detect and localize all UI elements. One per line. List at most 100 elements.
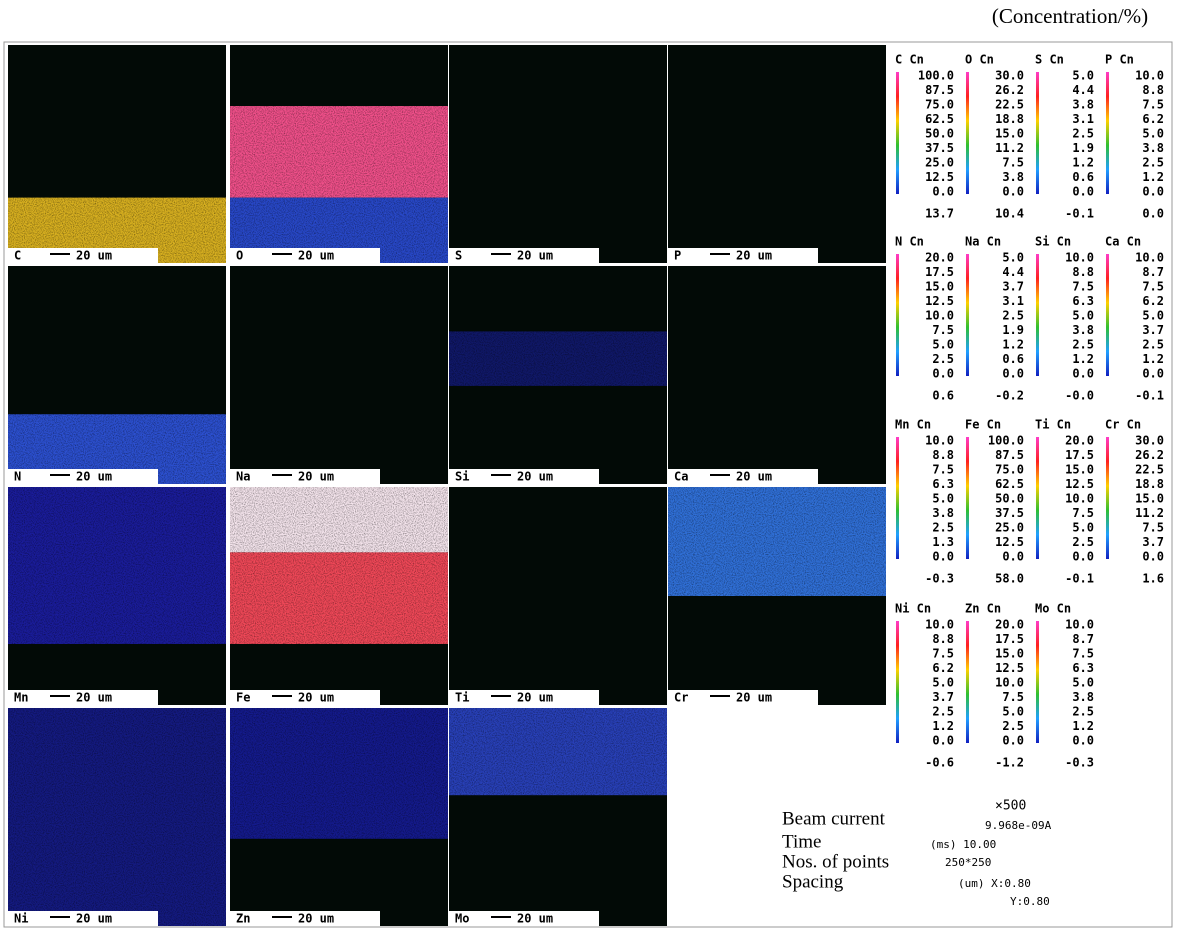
scale-tick: 0.0 xyxy=(1072,185,1094,199)
scale-header: C Cn xyxy=(895,53,924,67)
element-label: Si xyxy=(455,470,469,484)
scale-tick: 10.0 xyxy=(925,309,954,323)
scale-tick: 3.7 xyxy=(1142,535,1164,549)
scale-tick: 0.0 xyxy=(932,367,954,381)
color-bar xyxy=(966,437,969,559)
scale-tick: 4.4 xyxy=(1072,83,1094,97)
scale-average: 10.4 xyxy=(995,207,1024,221)
scale-tick: 10.0 xyxy=(1135,251,1164,265)
color-scale: Cr Cn 30.026.222.518.815.011.27.53.70.0 1.… xyxy=(1105,418,1164,586)
color-bar xyxy=(896,254,899,376)
element-label: C xyxy=(14,249,21,263)
scale-tick: 7.5 xyxy=(1142,280,1164,294)
scale-tick: 7.5 xyxy=(1002,690,1024,704)
scale-tick: 25.0 xyxy=(925,156,954,170)
scale-tick: 10.0 xyxy=(1065,492,1094,506)
scale-tick: 3.8 xyxy=(1072,690,1094,704)
scale-tick: 50.0 xyxy=(995,492,1024,506)
map-texture xyxy=(230,106,448,198)
scale-tick: 15.0 xyxy=(995,647,1024,661)
info-value: (um) X:0.80 xyxy=(958,877,1031,890)
scale-average: 58.0 xyxy=(995,572,1024,586)
color-scale: Na Cn5.04.43.73.12.51.91.20.60.0 -0.2 xyxy=(965,235,1024,403)
scale-label: 20 um xyxy=(517,691,553,705)
scale-tick: 11.2 xyxy=(1135,506,1164,520)
element-map: Mo 20 um xyxy=(449,708,667,926)
scale-tick: 8.7 xyxy=(1072,632,1094,646)
scale-tick: 2.5 xyxy=(1142,338,1164,352)
scale-tick: 15.0 xyxy=(1135,492,1164,506)
scale-tick: 0.0 xyxy=(1002,734,1024,748)
scale-tick: 3.8 xyxy=(1072,323,1094,337)
map-background xyxy=(668,45,886,263)
scale-tick: 25.0 xyxy=(995,521,1024,535)
map-label-box xyxy=(230,690,380,705)
map-label-box xyxy=(8,911,158,926)
scale-tick: 5.0 xyxy=(1072,309,1094,323)
scale-tick: 0.0 xyxy=(932,550,954,564)
element-label: Zn xyxy=(236,912,250,926)
map-texture xyxy=(8,708,226,926)
scale-tick: 1.2 xyxy=(1072,719,1094,733)
scale-tick: 17.5 xyxy=(925,265,954,279)
scale-label: 20 um xyxy=(298,691,334,705)
scale-tick: 15.0 xyxy=(925,280,954,294)
map-label-box xyxy=(449,248,599,263)
color-bar xyxy=(1106,254,1109,376)
scale-tick: 10.0 xyxy=(1135,69,1164,83)
scale-tick: 7.5 xyxy=(1072,506,1094,520)
color-bar xyxy=(1036,437,1039,559)
scale-tick: 2.5 xyxy=(1142,156,1164,170)
scale-header: Zn Cn xyxy=(965,602,1001,616)
scale-tick: 7.5 xyxy=(1072,280,1094,294)
scale-tick: 5.0 xyxy=(1142,309,1164,323)
color-scale: Mo Cn 10.08.77.56.35.03.82.51.20.0 -0.3 xyxy=(1035,602,1094,770)
scale-average: 1.6 xyxy=(1142,572,1164,586)
scale-tick: 5.0 xyxy=(932,676,954,690)
scale-tick: 12.5 xyxy=(995,535,1024,549)
color-bar xyxy=(966,72,969,194)
scale-tick: 17.5 xyxy=(995,632,1024,646)
scale-tick: 37.5 xyxy=(925,141,954,155)
title: (Concentration/%) xyxy=(992,4,1148,28)
scale-tick: 0.0 xyxy=(1002,185,1024,199)
scale-tick: 1.2 xyxy=(1002,338,1024,352)
scale-tick: 15.0 xyxy=(1065,463,1094,477)
map-label-box xyxy=(8,248,158,263)
scale-tick: 0.0 xyxy=(932,185,954,199)
element-map: S 20 um xyxy=(449,45,667,263)
color-bar xyxy=(896,437,899,559)
element-label: Cr xyxy=(674,691,688,705)
scale-tick: 2.5 xyxy=(1072,127,1094,141)
scale-average: -0.1 xyxy=(1135,389,1164,403)
scale-tick: 62.5 xyxy=(925,112,954,126)
scale-header: Ni Cn xyxy=(895,602,931,616)
scale-label: 20 um xyxy=(517,912,553,926)
scale-average: 0.6 xyxy=(932,389,954,403)
element-map: N 20 um xyxy=(8,266,226,484)
scale-tick: 30.0 xyxy=(1135,434,1164,448)
scale-tick: 20.0 xyxy=(925,251,954,265)
color-bar xyxy=(966,621,969,743)
scale-tick: 1.2 xyxy=(932,719,954,733)
color-bar xyxy=(1106,72,1109,194)
scale-label: 20 um xyxy=(76,249,112,263)
scale-tick: 4.4 xyxy=(1002,265,1024,279)
scale-tick: 5.0 xyxy=(932,492,954,506)
scale-label: 20 um xyxy=(298,912,334,926)
scale-header: Ti Cn xyxy=(1035,418,1071,432)
scale-tick: 2.5 xyxy=(932,352,954,366)
map-label-box xyxy=(8,690,158,705)
map-grid: C 20 um O 20 um S 20 um P 20 um N 20 um Na 20 um Si 2… xyxy=(8,45,886,926)
scale-tick: 8.7 xyxy=(1142,265,1164,279)
scale-average: -0.3 xyxy=(925,572,954,586)
scale-tick: 12.5 xyxy=(1065,477,1094,491)
scale-tick: 6.2 xyxy=(932,661,954,675)
scale-tick: 5.0 xyxy=(932,338,954,352)
scale-tick: 0.0 xyxy=(1142,367,1164,381)
element-label: Fe xyxy=(236,691,250,705)
